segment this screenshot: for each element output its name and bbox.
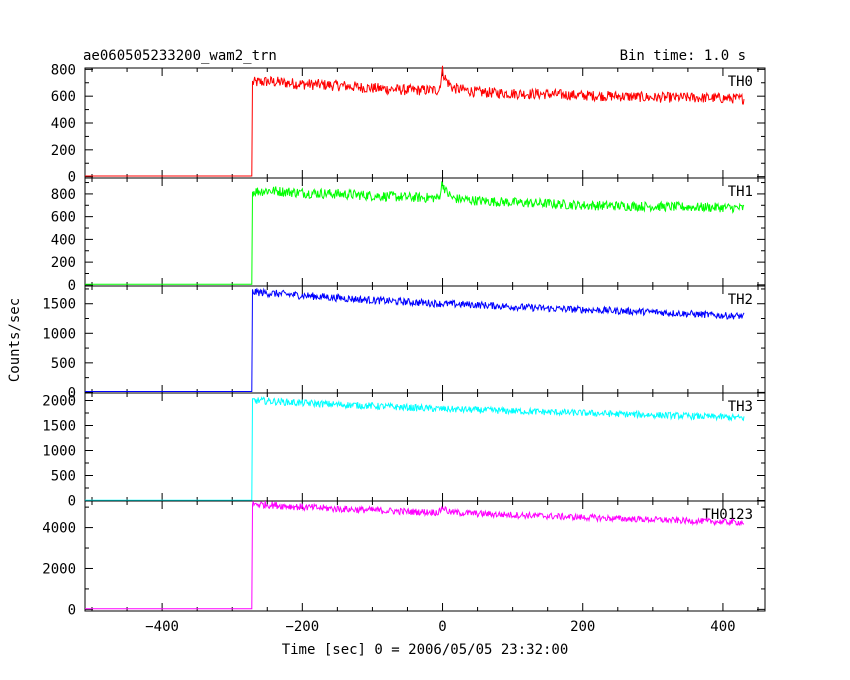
y-tick-label: 0: [68, 385, 76, 401]
y-tick-label: 0: [68, 494, 76, 510]
y-tick-label: 200: [51, 143, 76, 159]
series-label-th0: TH0: [728, 74, 753, 90]
y-tick-label: 0: [68, 602, 76, 618]
x-axis-label: Time [sec] 0 = 2006/05/05 23:32:00: [282, 642, 569, 658]
y-tick-label: 1000: [42, 444, 76, 460]
y-tick-label: 1500: [42, 419, 76, 435]
y-tick-label: 2000: [42, 394, 76, 410]
panel-frame: [84, 177, 766, 287]
x-tick-label: −400: [145, 619, 179, 635]
series-label-th3: TH3: [728, 399, 753, 415]
y-tick-label: 400: [51, 232, 76, 248]
series-label-th1: TH1: [728, 184, 753, 200]
y-tick-label: 500: [51, 356, 76, 372]
series-line-th2: [85, 287, 745, 392]
y-tick-label: 4000: [42, 521, 76, 537]
y-tick-label: 2000: [42, 561, 76, 577]
x-tick-label: 400: [710, 619, 735, 635]
y-tick-label: 600: [51, 210, 76, 226]
series-line-th1: [85, 180, 745, 285]
series-line-th3: [85, 396, 745, 501]
y-tick-label: 0: [68, 170, 76, 186]
y-tick-label: 200: [51, 255, 76, 271]
chart-title: ae060505233200_wam2_trn: [83, 48, 277, 64]
y-tick-label: 600: [51, 89, 76, 105]
series-line-th0123: [85, 501, 745, 610]
y-tick-label: 800: [51, 187, 76, 203]
y-tick-label: 1000: [42, 326, 76, 342]
series-line-th0: [85, 65, 745, 177]
series-label-th0123: TH0123: [702, 507, 753, 523]
panel-frame: [84, 500, 766, 612]
x-tick-label: −200: [285, 619, 319, 635]
panels: 0 200 400 600 800 TH0 0 200 400 600 800 TH1 0 500 1000…: [42, 62, 766, 635]
y-tick-label: 500: [51, 469, 76, 485]
y-tick-label: 0: [68, 278, 76, 294]
x-tick-label: 0: [438, 619, 446, 635]
x-tick-label: 200: [570, 619, 595, 635]
y-tick-label: 1500: [42, 297, 76, 313]
y-tick-label: 400: [51, 116, 76, 132]
y-axis-label: Counts/sec: [7, 298, 23, 382]
bin-time-label: Bin time: 1.0 s: [620, 48, 746, 64]
panel-frame: [84, 67, 766, 179]
series-label-th2: TH2: [728, 292, 753, 308]
y-tick-label: 800: [51, 62, 76, 78]
